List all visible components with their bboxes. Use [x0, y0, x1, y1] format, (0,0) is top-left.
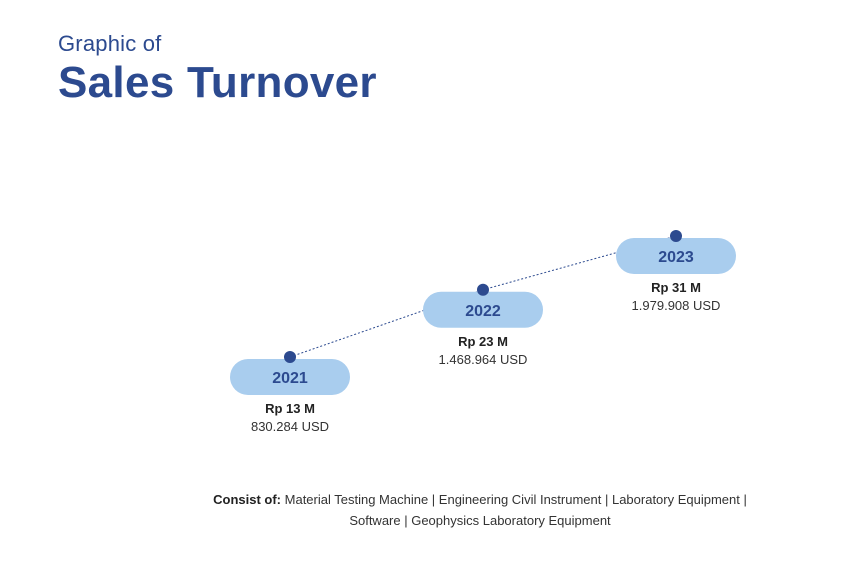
chart-subtitle: Graphic of [58, 31, 162, 56]
data-point-2023: 2023 Rp 31 M 1.979.908 USD [616, 230, 736, 313]
year-label: 2022 [465, 303, 501, 320]
value-label-rp: Rp 31 M [651, 280, 701, 295]
footnote: Consist of: Material Testing Machine | E… [150, 489, 810, 531]
data-point-marker [284, 351, 296, 363]
data-point-marker [477, 283, 489, 296]
footnote-label: Consist of: [213, 492, 282, 507]
header: Graphic of Sales Turnover [58, 30, 377, 108]
year-label: 2023 [658, 249, 694, 266]
value-label-rp: Rp 13 M [265, 401, 315, 416]
value-label-usd: 830.284 USD [251, 419, 329, 434]
year-pill [616, 238, 736, 275]
data-point-marker [670, 230, 682, 243]
year-label: 2021 [272, 370, 308, 387]
footnote-line-2: Software | Geophysics Laboratory Equipme… [349, 513, 611, 528]
chart-title: Sales Turnover [58, 58, 377, 107]
data-point-2021: 2021 Rp 13 M 830.284 USD [230, 351, 350, 434]
value-label-usd: 1.979.908 USD [632, 298, 721, 313]
value-label-rp: Rp 23 M [458, 334, 508, 349]
year-pill [423, 291, 543, 328]
data-point-2022: 2022 Rp 23 M 1.468.964 USD [423, 283, 543, 367]
year-pill [230, 359, 350, 395]
value-label-usd: 1.468.964 USD [439, 352, 528, 367]
footnote-line-1: Material Testing Machine | Engineering C… [284, 492, 747, 507]
